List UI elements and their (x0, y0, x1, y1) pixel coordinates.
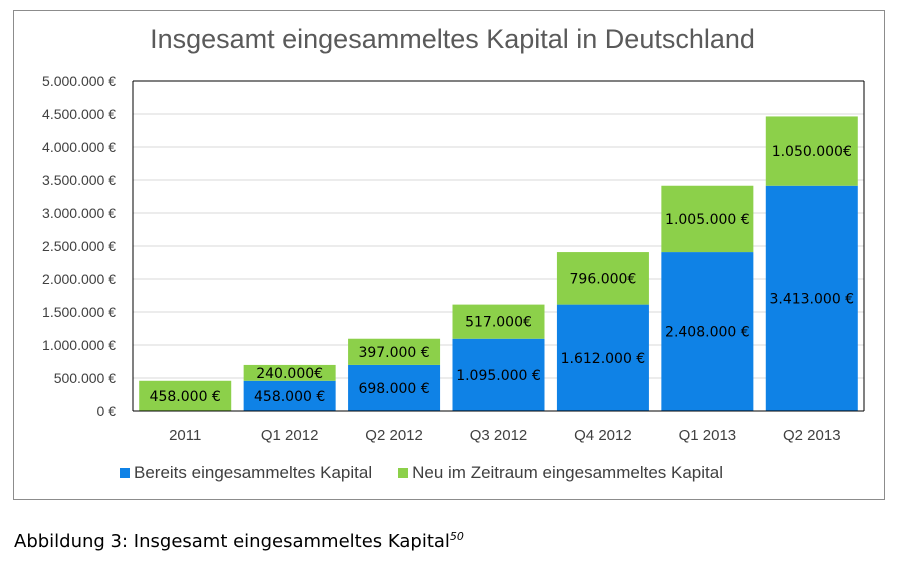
data-label: 1.005.000 € (665, 212, 750, 228)
y-tick-label: 4.000.000 € (42, 139, 116, 155)
bar-segment (139, 380, 232, 411)
data-labels: 458.000 € 458.000 € 240.000€ 698.000 € 397.0… (150, 144, 855, 405)
axes: 0 € 500.000 € 1.000.000 € 1.500.000 € 2.000.… (42, 73, 865, 444)
caption-text: Abbildung 3: Insgesamt eingesammeltes Ka… (14, 531, 450, 552)
x-tick-label: Q1 2013 (679, 427, 737, 444)
x-tick-label: Q2 2013 (783, 427, 841, 444)
legend-swatch-bereits (120, 468, 130, 478)
data-label: 698.000 € (358, 381, 429, 397)
x-tick-label: Q3 2012 (470, 427, 528, 444)
data-label: 240.000€ (256, 366, 323, 382)
data-label: 796.000€ (570, 271, 637, 287)
chart-title: Insgesamt eingesammeltes Kapital in Deut… (150, 24, 755, 54)
legend-item-neu: Neu im Zeitraum eingesammeltes Kapital (398, 463, 723, 483)
legend-item-bereits: Bereits eingesammeltes Kapital (120, 463, 372, 483)
legend: Bereits eingesammeltes Kapital Neu im Ze… (120, 463, 723, 483)
y-tick-label: 3.000.000 € (42, 205, 116, 221)
legend-label-neu: Neu im Zeitraum eingesammeltes Kapital (412, 463, 723, 482)
y-tick-label: 4.500.000 € (42, 106, 116, 122)
y-tick-label: 0 € (97, 403, 117, 419)
x-tick-label: 2011 (169, 427, 201, 444)
bars (139, 116, 858, 411)
legend-swatch-neu (398, 468, 409, 478)
y-tick-label: 500.000 € (54, 370, 116, 386)
bar-segment (765, 116, 858, 186)
y-tick-label: 5.000.000 € (42, 73, 116, 89)
bar-segment (556, 304, 649, 411)
bar-segment (243, 364, 336, 381)
bar-segment (243, 380, 336, 411)
bar-segment (556, 252, 649, 305)
y-tick-label: 1.500.000 € (42, 304, 116, 320)
data-label: 397.000 € (358, 345, 429, 361)
bar-segment (348, 364, 441, 411)
caption-footnote: 50 (449, 530, 464, 543)
bar-segment (452, 304, 545, 339)
x-tick-label: Q4 2012 (574, 427, 632, 444)
data-label: 1.612.000 € (561, 351, 646, 367)
data-label: 517.000€ (465, 315, 532, 331)
data-label: 458.000 € (150, 389, 221, 405)
x-tick-label: Q2 2012 (365, 427, 423, 444)
data-label: 1.095.000 € (456, 368, 541, 384)
data-label: 1.050.000€ (772, 144, 852, 160)
data-label: 3.413.000 € (769, 291, 854, 307)
bar-segment (452, 338, 545, 411)
x-tick-label: Q1 2012 (261, 427, 319, 444)
bar-segment (661, 185, 754, 253)
y-tick-label: 2.000.000 € (42, 271, 116, 287)
y-tick-label: 1.000.000 € (42, 337, 116, 353)
data-label: 2.408.000 € (665, 325, 750, 341)
figure-caption: Abbildung 3: Insgesamt eingesammeltes Ka… (14, 530, 464, 552)
bar-segment (348, 338, 441, 365)
legend-label-bereits: Bereits eingesammeltes Kapital (134, 463, 373, 482)
bar-segment (765, 185, 858, 411)
y-tick-label: 2.500.000 € (42, 238, 116, 254)
y-tick-label: 3.500.000 € (42, 172, 116, 188)
data-label: 458.000 € (254, 389, 325, 405)
bar-segment (661, 252, 754, 411)
